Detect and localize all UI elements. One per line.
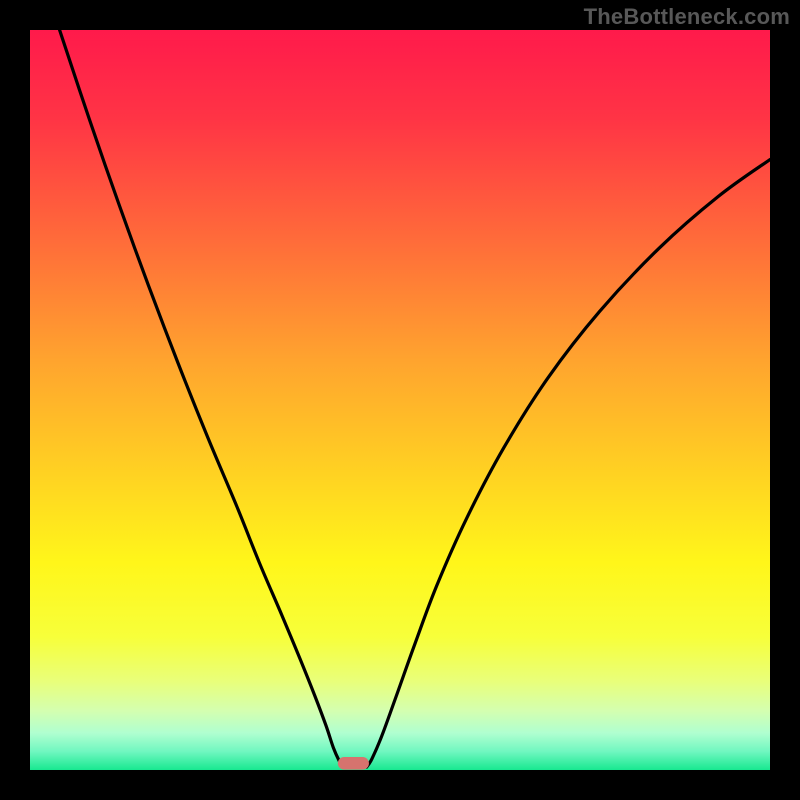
chart-canvas: TheBottleneck.com <box>0 0 800 800</box>
watermark-text: TheBottleneck.com <box>584 4 790 30</box>
gradient-background <box>30 30 770 770</box>
plot-area <box>30 30 770 770</box>
bottleneck-marker <box>338 757 369 770</box>
